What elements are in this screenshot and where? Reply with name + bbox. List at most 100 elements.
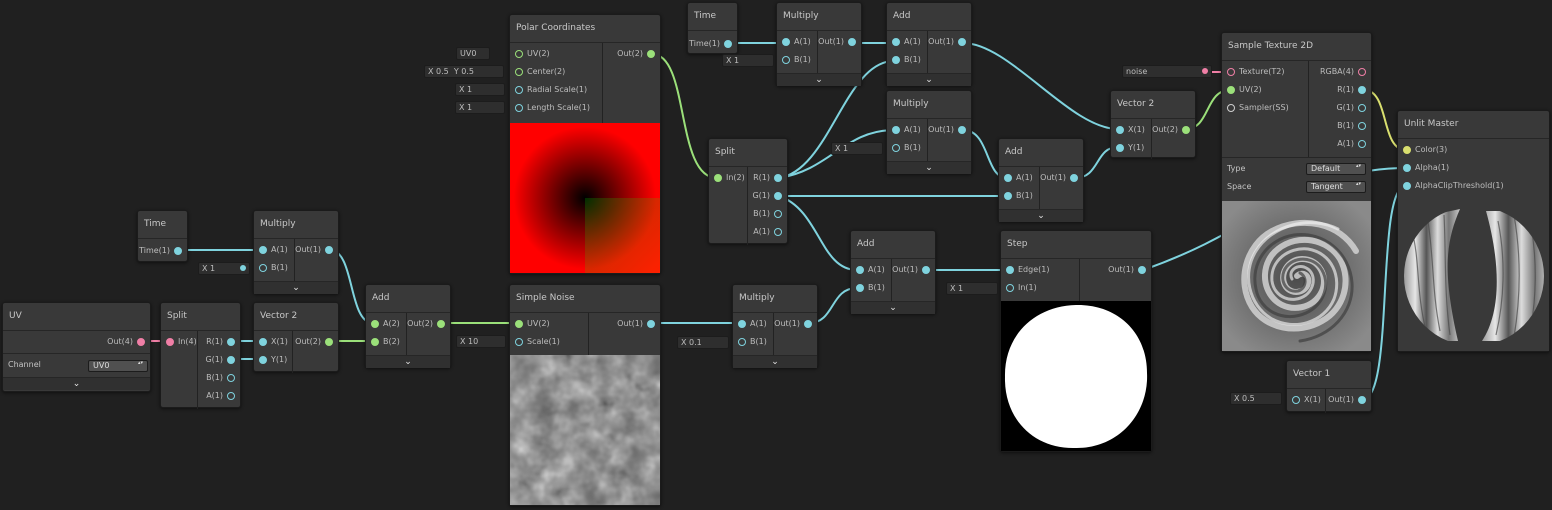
port-dot[interactable] bbox=[782, 56, 790, 64]
output-port-a[interactable]: A(1) bbox=[206, 387, 240, 405]
noise-scale-field[interactable]: X 10 bbox=[456, 335, 506, 348]
input-port-a[interactable]: A(1) bbox=[851, 261, 885, 279]
add-node[interactable]: Add A(2) B(2) Out(2) ⌄ bbox=[365, 284, 451, 368]
collapse-chevron-icon[interactable]: ⌄ bbox=[3, 377, 150, 390]
output-port[interactable]: Out(1) bbox=[818, 33, 861, 51]
input-port-x[interactable]: X(1) bbox=[1111, 121, 1145, 139]
port-dot[interactable] bbox=[774, 210, 782, 218]
polar-uv-field[interactable]: UV0 bbox=[456, 47, 490, 60]
multiply-b-field[interactable]: X 1 bbox=[198, 262, 250, 275]
port-dot[interactable] bbox=[892, 56, 900, 64]
port-dot[interactable] bbox=[724, 40, 732, 48]
input-port-x[interactable]: X(1) bbox=[1287, 391, 1321, 409]
port-dot[interactable] bbox=[1403, 146, 1411, 154]
port-dot[interactable] bbox=[774, 174, 782, 182]
port-dot[interactable] bbox=[892, 144, 900, 152]
port-dot[interactable] bbox=[958, 38, 966, 46]
output-port[interactable]: Out(2) bbox=[407, 315, 450, 333]
multiply-top-b-field[interactable]: X 1 bbox=[722, 54, 774, 67]
collapse-chevron-icon[interactable]: ⌄ bbox=[999, 209, 1083, 222]
port-dot[interactable] bbox=[259, 246, 267, 254]
input-port-alpha-clip[interactable]: AlphaClipThreshold(1) bbox=[1398, 177, 1504, 195]
output-port-r[interactable]: R(1) bbox=[753, 169, 787, 187]
output-port-a[interactable]: A(1) bbox=[1337, 135, 1371, 153]
port-dot[interactable] bbox=[1292, 396, 1300, 404]
input-port-b[interactable]: B(1) bbox=[777, 51, 811, 69]
input-port-edge[interactable]: Edge(1) bbox=[1001, 261, 1049, 279]
input-port-in[interactable]: In(1) bbox=[1001, 279, 1037, 297]
port-dot[interactable] bbox=[1116, 144, 1124, 152]
collapse-chevron-icon[interactable]: ⌄ bbox=[777, 73, 861, 86]
port-dot[interactable] bbox=[1138, 266, 1146, 274]
input-port-b[interactable]: B(1) bbox=[733, 333, 767, 351]
unlit-master-node[interactable]: Unlit Master Color(3) Alpha(1) AlphaClip… bbox=[1397, 110, 1550, 352]
vector2-node[interactable]: Vector 2 X(1) Y(1) Out(2) bbox=[253, 302, 339, 373]
port-dot[interactable] bbox=[371, 320, 379, 328]
add-node-top[interactable]: Add A(1) B(1) Out(1) ⌄ bbox=[886, 2, 972, 86]
port-dot[interactable] bbox=[259, 264, 267, 272]
port-dot[interactable] bbox=[958, 126, 966, 134]
collapse-chevron-icon[interactable]: ⌄ bbox=[366, 355, 450, 368]
port-dot[interactable] bbox=[1004, 174, 1012, 182]
collapse-chevron-icon[interactable]: ⌄ bbox=[887, 161, 971, 174]
output-port[interactable]: Time(1) bbox=[139, 242, 187, 260]
input-port[interactable]: In(2) bbox=[709, 169, 745, 187]
port-dot[interactable] bbox=[515, 320, 523, 328]
port-dot[interactable] bbox=[515, 86, 523, 94]
port-dot[interactable] bbox=[515, 68, 523, 76]
input-port-a[interactable]: A(1) bbox=[733, 315, 767, 333]
port-dot[interactable] bbox=[1358, 396, 1366, 404]
port-dot[interactable] bbox=[1006, 284, 1014, 292]
output-port-a[interactable]: A(1) bbox=[753, 223, 787, 241]
port-dot[interactable] bbox=[515, 338, 523, 346]
output-port[interactable]: Out(4) bbox=[107, 333, 150, 351]
port-dot[interactable] bbox=[856, 284, 864, 292]
time-node-top[interactable]: Time Time(1) bbox=[687, 2, 738, 54]
output-port[interactable]: Out(1) bbox=[892, 261, 935, 279]
collapse-chevron-icon[interactable]: ⌄ bbox=[254, 281, 338, 294]
collapse-chevron-icon[interactable]: ⌄ bbox=[733, 355, 817, 368]
multiply-node[interactable]: Multiply A(1) B(1) Out(1) ⌄ bbox=[253, 210, 339, 294]
port-dot[interactable] bbox=[1358, 86, 1366, 94]
port-dot[interactable] bbox=[1358, 140, 1366, 148]
port-dot[interactable] bbox=[227, 374, 235, 382]
output-port[interactable]: Out(2) bbox=[1152, 121, 1195, 139]
port-dot[interactable] bbox=[227, 356, 235, 364]
vector1-x-field[interactable]: X 0.5 bbox=[1230, 392, 1282, 405]
port-dot[interactable] bbox=[647, 50, 655, 58]
port-dot[interactable] bbox=[647, 320, 655, 328]
input-port-texture[interactable]: Texture(T2) bbox=[1222, 63, 1285, 81]
multiply-node-lower[interactable]: Multiply A(1) B(1) Out(1) ⌄ bbox=[732, 284, 818, 368]
input-port-uv[interactable]: UV(2) bbox=[510, 315, 550, 333]
output-port-b[interactable]: B(1) bbox=[206, 369, 240, 387]
input-port-b[interactable]: B(1) bbox=[999, 187, 1033, 205]
texture-field[interactable]: noise bbox=[1122, 65, 1212, 78]
port-dot[interactable] bbox=[1403, 164, 1411, 172]
port-dot[interactable] bbox=[774, 192, 782, 200]
input-port-uv[interactable]: UV(2) bbox=[510, 45, 550, 63]
polar-coordinates-node[interactable]: Polar Coordinates UV(2) Center(2) Radial… bbox=[509, 14, 661, 274]
collapse-chevron-icon[interactable]: ⌄ bbox=[887, 73, 971, 86]
output-port-r[interactable]: R(1) bbox=[1337, 81, 1371, 99]
output-port-g[interactable]: G(1) bbox=[752, 187, 787, 205]
input-port-a[interactable]: A(1) bbox=[887, 121, 921, 139]
port-dot[interactable] bbox=[848, 38, 856, 46]
port-dot[interactable] bbox=[1358, 104, 1366, 112]
port-dot[interactable] bbox=[174, 247, 182, 255]
multiply-lower-b-field[interactable]: X 0.1 bbox=[677, 336, 729, 349]
polar-length-field[interactable]: X 1 bbox=[455, 101, 505, 114]
output-port-b[interactable]: B(1) bbox=[1337, 117, 1371, 135]
multiply-node-top[interactable]: Multiply A(1) B(1) Out(1) ⌄ bbox=[776, 2, 862, 86]
port-dot[interactable] bbox=[259, 338, 267, 346]
output-port[interactable]: Out(1) bbox=[617, 315, 660, 333]
input-port-center[interactable]: Center(2) bbox=[510, 63, 565, 81]
port-dot[interactable] bbox=[856, 266, 864, 274]
port-dot[interactable] bbox=[371, 338, 379, 346]
port-dot[interactable] bbox=[137, 338, 145, 346]
output-port[interactable]: Out(2) bbox=[617, 45, 660, 63]
port-dot[interactable] bbox=[738, 320, 746, 328]
input-port-x[interactable]: X(1) bbox=[254, 333, 288, 351]
input-port-a[interactable]: A(2) bbox=[366, 315, 400, 333]
multiply-node-middle[interactable]: Multiply A(1) B(1) Out(1) ⌄ bbox=[886, 90, 972, 174]
input-port-y[interactable]: Y(1) bbox=[1111, 139, 1144, 157]
